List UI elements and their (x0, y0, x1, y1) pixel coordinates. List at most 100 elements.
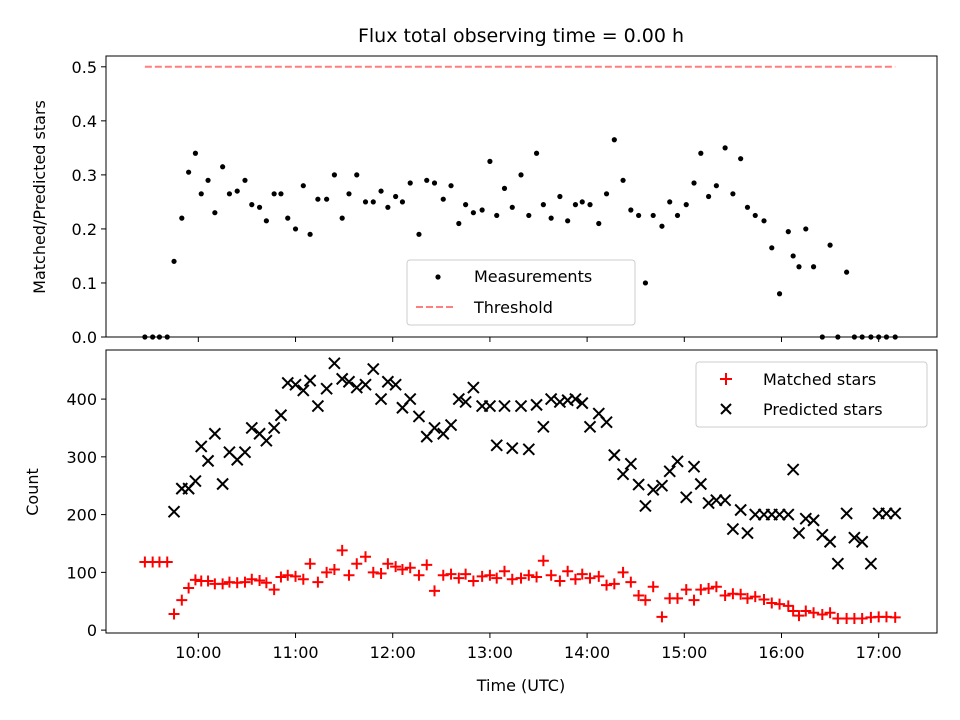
count-y-tick-label: 100 (66, 563, 97, 582)
count-x-tick-label: 13:00 (467, 643, 513, 662)
matched-star-marker (793, 610, 805, 622)
legend-matched-marker (720, 373, 732, 385)
measurement-point (448, 183, 454, 189)
measurement-point (533, 150, 540, 156)
matched-star-marker (787, 605, 799, 617)
matched-star-marker (176, 594, 188, 606)
measurement-point (650, 212, 656, 219)
measurement-point (171, 258, 177, 264)
ratio-y-tick-label: 0.2 (72, 220, 97, 239)
matched-star-marker (710, 581, 722, 593)
measurement-point (803, 226, 809, 232)
measurement-point (424, 177, 430, 183)
measurement-point (844, 269, 850, 275)
measurement-point (385, 204, 391, 210)
matched-star-marker (593, 570, 605, 582)
predicted-star-marker (514, 399, 528, 413)
predicted-star-marker (537, 420, 550, 434)
matched-star-marker (719, 589, 731, 601)
measurement-point (234, 188, 240, 194)
ratio-panel: 0.0 0.1 0.2 0.3 0.4 0.5 Matched/Predicted sta… (30, 55, 938, 347)
measurement-point (796, 264, 802, 270)
predicted-star-marker (576, 396, 589, 410)
measurement-point (769, 245, 775, 251)
predicted-star-marker (823, 535, 837, 548)
predicted-star-marker (855, 535, 869, 548)
matched-star-marker (758, 594, 770, 606)
matched-star-marker (484, 569, 496, 581)
matched-star-marker (671, 592, 683, 604)
predicted-star-marker (522, 443, 535, 456)
predicted-star-marker (444, 418, 458, 432)
matched-star-marker (856, 613, 868, 625)
measurement-point (487, 158, 493, 164)
matched-star-marker (562, 565, 574, 577)
matched-star-marker (217, 578, 229, 590)
ratio-legend: Measurements Threshold (406, 259, 636, 326)
predicted-star-marker (530, 398, 543, 412)
count-panel: 0 100 200 300 400 10:00 11:00 12:00 13:00 14:00 15… (23, 349, 938, 695)
predicted-star-marker (238, 446, 252, 459)
measurement-point (744, 204, 751, 210)
predicted-star-marker (663, 465, 676, 478)
matched-star-marker (617, 566, 629, 578)
predicted-star-marker (864, 557, 878, 570)
matched-star-marker (554, 575, 566, 587)
count-x-tick-label: 15:00 (661, 643, 707, 662)
predicted-star-marker (655, 479, 669, 492)
predicted-star-marker (600, 415, 613, 429)
measurement-point (198, 191, 204, 197)
predicted-star-marker (404, 392, 417, 406)
legend-threshold-label: Threshold (473, 298, 553, 317)
predicted-points (167, 357, 902, 570)
predicted-star-marker (632, 478, 645, 491)
predicted-star-marker (216, 477, 229, 491)
count-y-tick-label: 0 (87, 621, 97, 640)
predicted-star-marker (389, 378, 402, 391)
predicted-star-marker (687, 460, 701, 473)
predicted-star-marker (786, 463, 800, 476)
predicted-star-marker (289, 378, 302, 391)
measurement-point (164, 334, 170, 340)
measurement-point (819, 334, 825, 340)
predicted-star-marker (718, 493, 732, 507)
count-x-tick-label: 16:00 (758, 643, 804, 662)
matched-star-marker (390, 561, 402, 573)
measurement-point (393, 193, 399, 200)
measurement-point (611, 137, 617, 143)
matched-star-marker (275, 571, 287, 583)
matched-star-marker (608, 578, 620, 590)
measurement-point (713, 183, 719, 189)
predicted-star-marker (195, 440, 208, 453)
measurement-point (876, 334, 882, 340)
predicted-star-marker (311, 399, 325, 413)
matched-star-marker (680, 584, 692, 596)
matched-star-marker (304, 558, 316, 570)
measurement-point (557, 193, 563, 200)
measurement-point (501, 185, 508, 191)
measurement-point (859, 334, 865, 340)
legend-measurements-marker (435, 274, 441, 280)
count-y-tick-label: 400 (66, 390, 97, 409)
measurement-point (642, 280, 649, 286)
count-x-tick-label: 10:00 (175, 643, 221, 662)
measurement-point (509, 204, 515, 210)
measurement-point (331, 172, 338, 178)
predicted-star-marker (569, 392, 582, 406)
measurement-point (579, 199, 585, 205)
predicted-star-marker (303, 374, 317, 387)
predicted-star-marker (274, 409, 288, 422)
predicted-star-marker (782, 508, 795, 521)
predicted-star-marker (245, 421, 258, 435)
measurement-point (548, 215, 554, 221)
matched-star-marker (656, 611, 668, 623)
measurement-point (179, 215, 185, 221)
ratio-axis-ticks: 0.0 0.1 0.2 0.3 0.4 0.5 (72, 58, 880, 347)
matched-star-marker (437, 569, 449, 581)
measurement-point (659, 223, 665, 229)
predicted-star-marker (840, 507, 853, 520)
predicted-star-marker (428, 421, 441, 435)
count-y-tick-label: 200 (66, 506, 97, 525)
